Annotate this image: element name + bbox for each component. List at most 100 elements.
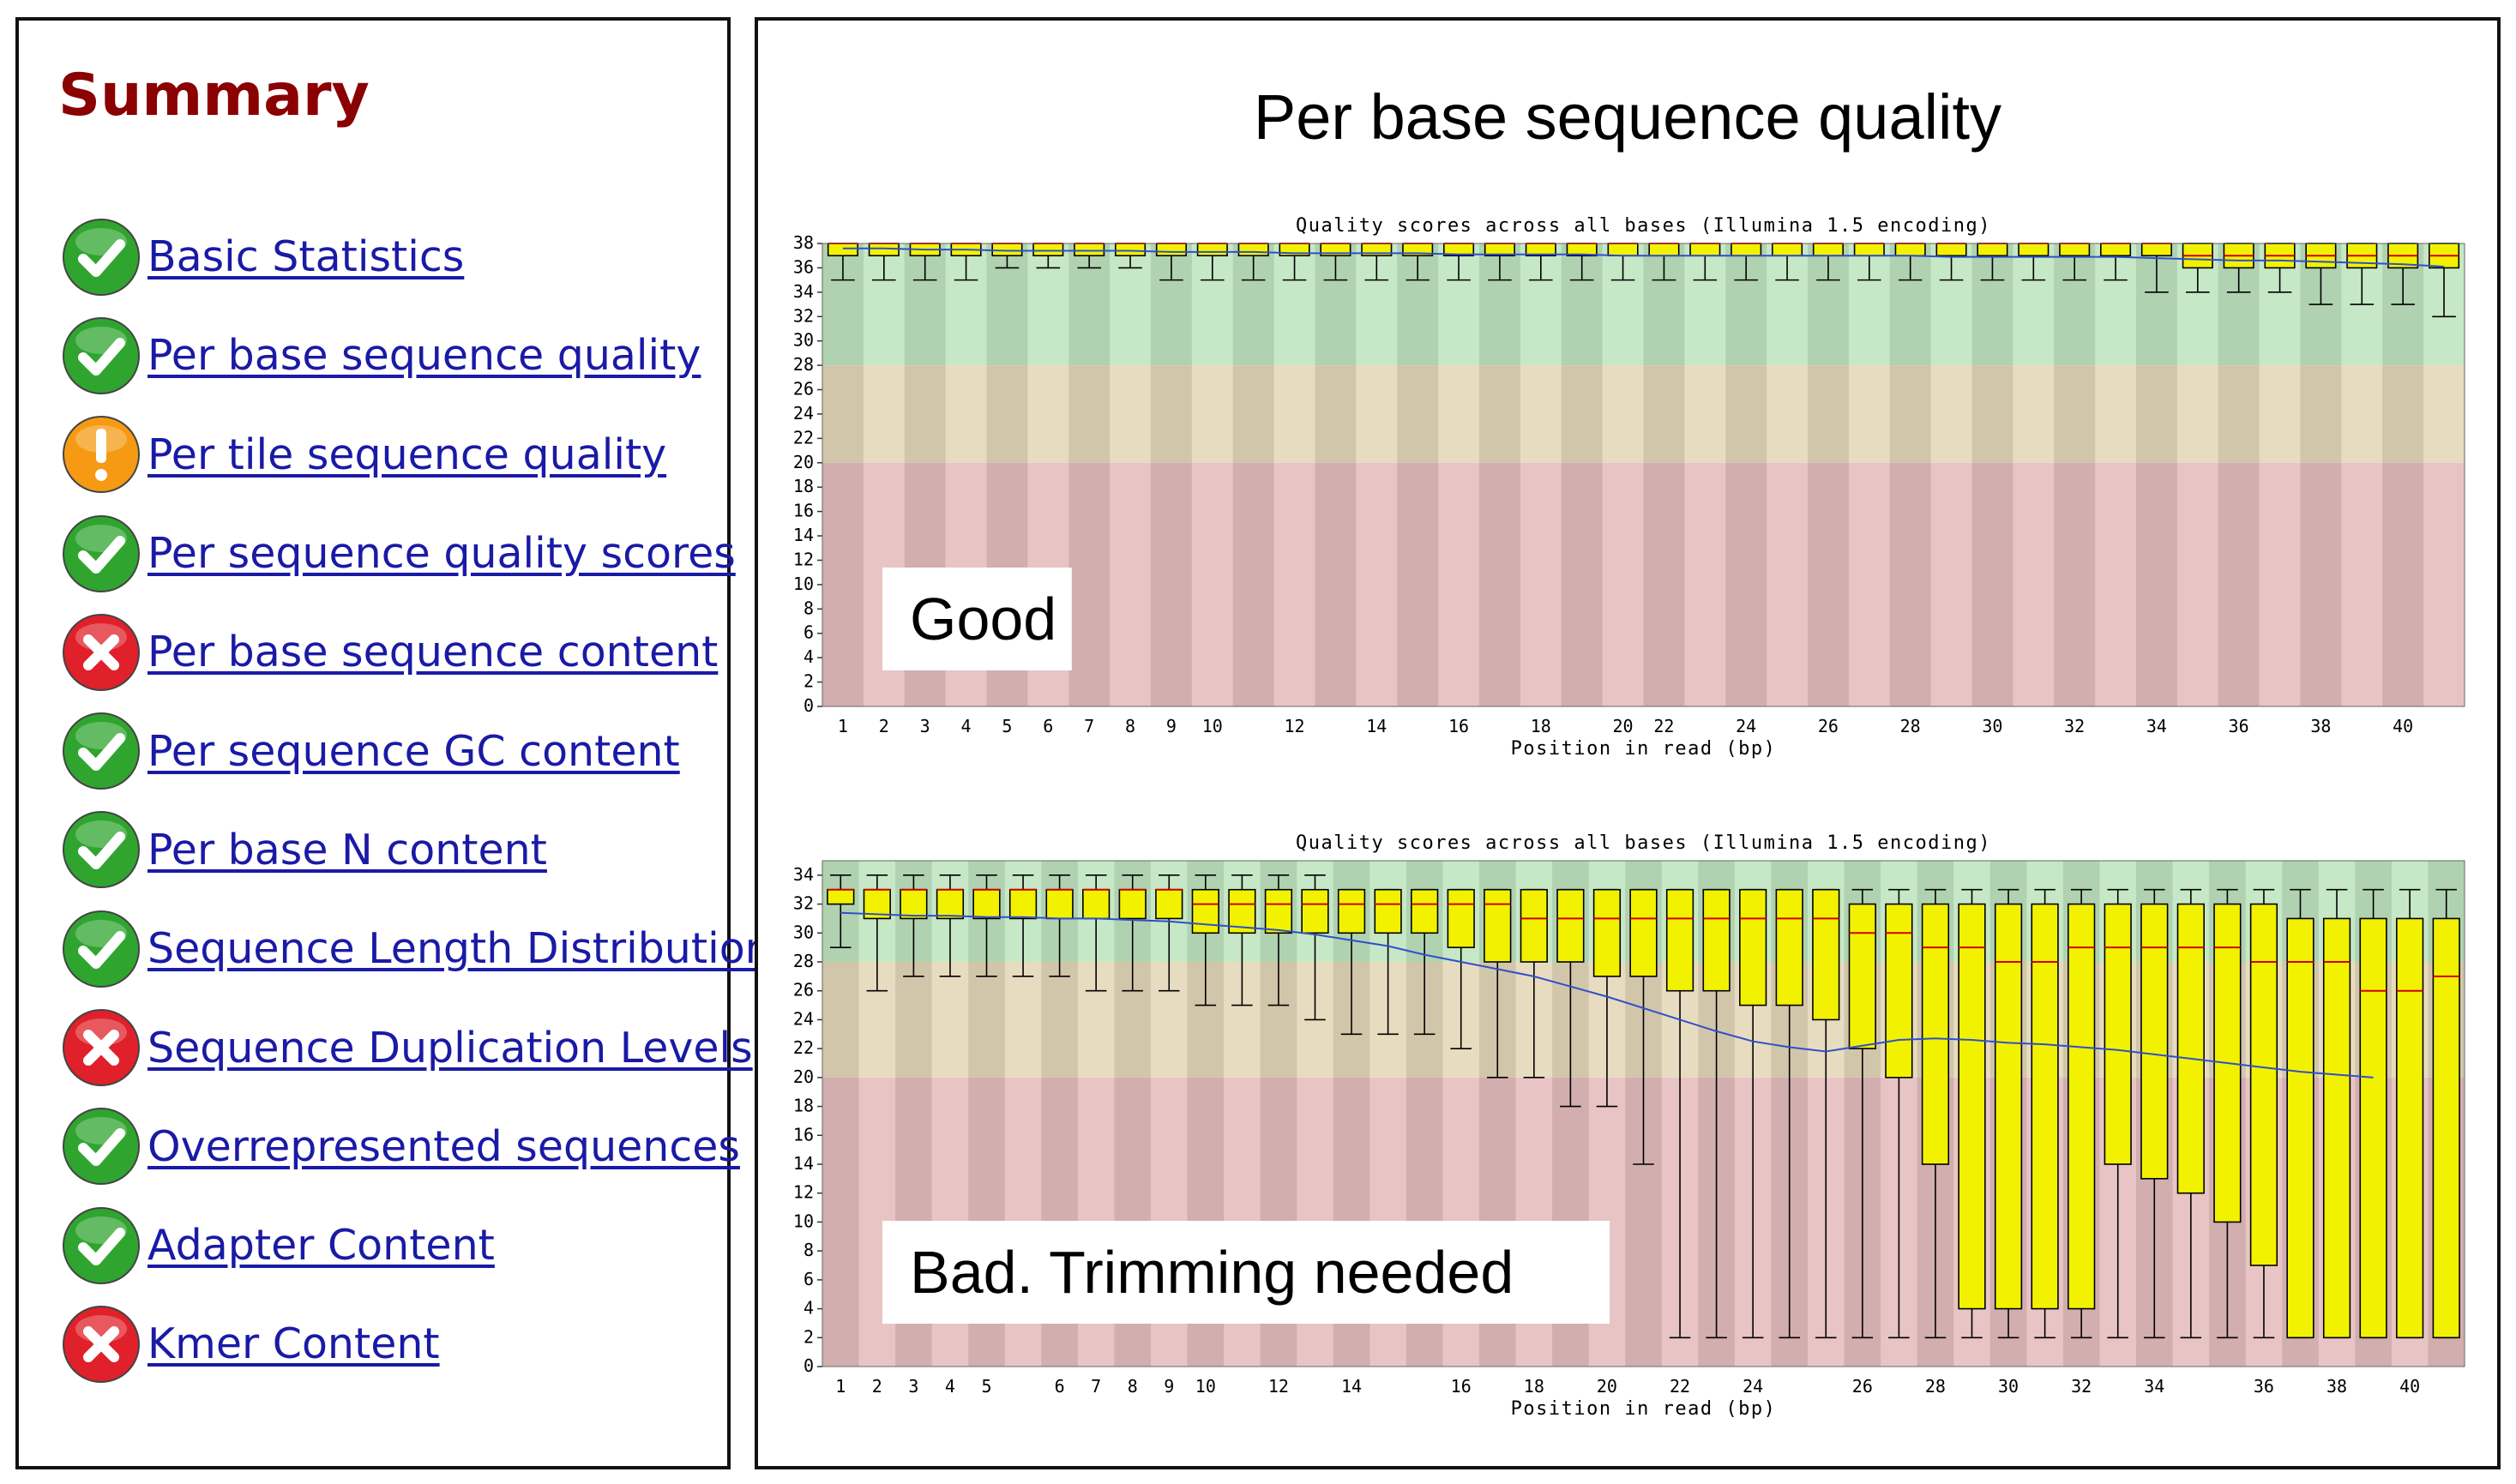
module-item: Per tile sequence quality [60, 406, 772, 504]
quality-box [2104, 903, 2132, 1165]
quality-box [972, 888, 1001, 920]
x-tick-label: 18 [1531, 716, 1551, 736]
module-link[interactable]: Sequence Length Distribution [147, 924, 772, 974]
zone-warn [2013, 365, 2055, 463]
quality-box [2359, 917, 2387, 1339]
zone-warn [2136, 365, 2178, 463]
y-tick-label: 0 [804, 695, 814, 716]
quality-box [1629, 888, 1658, 977]
quality-box [2322, 917, 2351, 1339]
y-tick-label: 4 [804, 1298, 814, 1319]
y-tick-label: 2 [804, 671, 814, 692]
x-tick-label: 16 [1451, 1376, 1472, 1397]
quality-box [991, 243, 1023, 257]
zone-warn [822, 962, 860, 1078]
x-tick-label: 7 [1091, 1376, 1101, 1397]
x-tick-label: 14 [1366, 716, 1387, 736]
quality-box [1082, 888, 1111, 920]
module-link[interactable]: Per sequence GC content [147, 726, 680, 776]
check-icon [63, 218, 140, 296]
zone-bad [2218, 462, 2260, 706]
y-tick-label: 26 [793, 379, 814, 400]
x-tick-label: 4 [945, 1376, 955, 1397]
module-link[interactable]: Per base N content [147, 825, 547, 874]
y-tick-label: 12 [793, 549, 814, 569]
x-tick-label: 16 [1448, 716, 1469, 736]
x-tick-label: 9 [1164, 1376, 1174, 1397]
quality-box [1520, 888, 1548, 963]
module-link[interactable]: Adapter Content [147, 1221, 495, 1271]
quality-box [1264, 888, 1293, 934]
zone-warn [1151, 365, 1193, 463]
module-link[interactable]: Per tile sequence quality [147, 430, 667, 479]
module-item: Per base N content [60, 801, 772, 899]
y-tick-label: 34 [793, 864, 814, 885]
zone-warn [1315, 365, 1357, 463]
zone-warn [1848, 365, 1891, 463]
x-tick-label: 32 [2064, 716, 2085, 736]
warning-icon [63, 416, 140, 494]
check-icon [63, 910, 140, 988]
quality-box [1812, 243, 1844, 257]
zone-bad [1315, 462, 1357, 706]
x-tick-label: 12 [1268, 1376, 1289, 1397]
quality-box [1702, 888, 1731, 992]
quality-box [2059, 243, 2091, 257]
quality-box [2396, 917, 2424, 1339]
zone-warn [2300, 365, 2342, 463]
x-tick-label: 28 [1900, 716, 1921, 736]
x-tick-label: 22 [1670, 1376, 1690, 1397]
module-link[interactable]: Per sequence quality scores [147, 529, 736, 579]
zone-warn [1971, 365, 2013, 463]
zone-warn [1004, 962, 1042, 1078]
x-tick-label: 30 [1982, 716, 2002, 736]
zone-warn [2054, 365, 2096, 463]
quality-box [1921, 903, 1950, 1165]
y-tick-label: 32 [793, 305, 814, 326]
y-tick-label: 0 [804, 1355, 814, 1376]
module-link[interactable]: Basic Statistics [147, 232, 465, 282]
zone-warn [1273, 365, 1315, 463]
zone-warn [904, 365, 947, 463]
quality-box [1337, 888, 1366, 934]
quality-box [2140, 903, 2169, 1180]
y-tick-label: 16 [793, 1124, 814, 1145]
y-tick-label: 28 [793, 951, 814, 971]
zone-warn [1068, 365, 1111, 463]
x-tick-label: 10 [1202, 716, 1223, 736]
module-item: Per sequence GC content [60, 701, 772, 800]
zone-bad [2382, 462, 2424, 706]
x-tick-label: 30 [1998, 1376, 2019, 1397]
y-tick-label: 24 [793, 1008, 814, 1029]
zone-warn [2176, 365, 2219, 463]
zone-bad [822, 462, 864, 706]
x-tick-label: 34 [2144, 1376, 2164, 1397]
module-link[interactable]: Kmer Content [147, 1319, 440, 1369]
zone-warn [863, 365, 906, 463]
module-link[interactable]: Per base sequence quality [147, 331, 701, 381]
module-item: Kmer Content [60, 1295, 772, 1393]
y-tick-label: 36 [793, 256, 814, 277]
x-tick-label: 5 [1002, 716, 1012, 736]
chart-panel: Per base sequence quality Quality scores… [755, 17, 2501, 1469]
module-link[interactable]: Overrepresented sequences [147, 1121, 740, 1171]
zone-warn [1479, 365, 1521, 463]
quality-box [2286, 917, 2314, 1339]
check-icon [63, 1108, 140, 1186]
quality-box [827, 888, 855, 905]
module-item: Overrepresented sequences [60, 1097, 772, 1196]
main-title: Per base sequence quality [1253, 81, 2002, 153]
module-link[interactable]: Sequence Duplication Levels [147, 1023, 753, 1072]
module-link[interactable]: Per base sequence content [147, 628, 719, 677]
module-item: Per sequence quality scores [60, 504, 772, 603]
y-tick-label: 30 [793, 922, 814, 942]
quality-box [1032, 243, 1064, 257]
quality-box [1592, 888, 1622, 977]
zone-bad [1767, 462, 1809, 706]
zone-warn [1232, 365, 1275, 463]
y-tick-label: 22 [793, 427, 814, 448]
quality-box [1935, 243, 1967, 257]
zone-bad [1397, 462, 1439, 706]
zone-bad [1971, 462, 2013, 706]
mean-line [842, 247, 2445, 267]
